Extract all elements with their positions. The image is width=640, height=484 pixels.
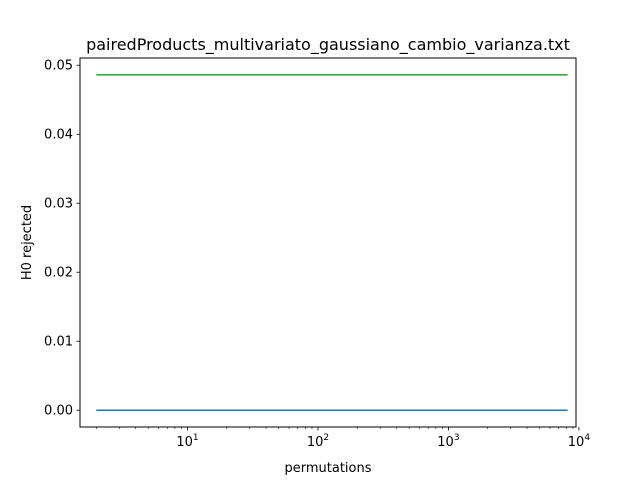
- chart-title: pairedProducts_multivariato_gaussiano_ca…: [86, 35, 570, 55]
- y-tick-label-4: 0.04: [44, 128, 73, 143]
- x-axis-label: permutations: [284, 461, 371, 476]
- y-tick-label-2: 0.02: [44, 266, 73, 281]
- plot-frame: [79, 57, 577, 428]
- x-tick-exponent-2: 3: [454, 433, 460, 443]
- y-axis-label: H0 rejected: [20, 205, 35, 280]
- y-tick-label-3: 0.03: [44, 197, 73, 212]
- y-tick-label-5: 0.05: [44, 59, 73, 74]
- y-tick-label-0: 0.00: [44, 404, 73, 419]
- x-tick-exponent-0: 1: [193, 433, 199, 443]
- x-tick-exponent-3: 4: [584, 433, 590, 443]
- x-tick-exponent-1: 2: [323, 433, 329, 443]
- y-tick-label-1: 0.01: [44, 335, 73, 350]
